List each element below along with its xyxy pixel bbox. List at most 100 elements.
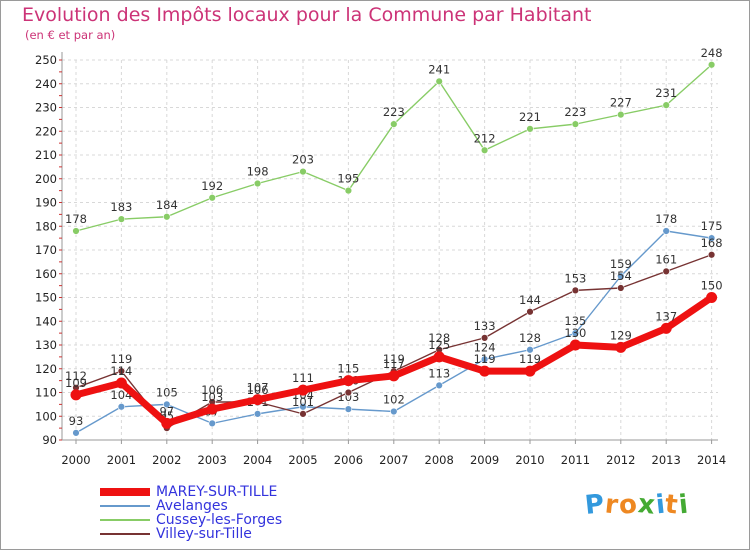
legend-swatch <box>100 533 150 535</box>
x-tick-label: 2011 <box>561 453 590 467</box>
data-label: 101 <box>292 395 314 409</box>
x-tick-label: 2004 <box>243 453 272 467</box>
y-tick-label: 220 <box>35 124 57 138</box>
x-tick-label: 2008 <box>425 453 454 467</box>
data-point <box>707 234 716 242</box>
data-label: 133 <box>474 319 496 333</box>
data-point <box>617 110 625 119</box>
data-point <box>707 251 716 259</box>
data-point <box>344 186 353 195</box>
data-point <box>252 394 264 406</box>
data-label: 168 <box>701 236 723 250</box>
legend-swatch <box>100 488 150 496</box>
data-point <box>480 334 489 342</box>
data-label: 248 <box>701 46 723 60</box>
data-label: 184 <box>156 198 178 212</box>
data-point <box>299 167 307 176</box>
legend-label: MAREY-SUR-TILLE <box>156 484 278 500</box>
data-label: 195 <box>337 172 359 186</box>
data-label: 109 <box>65 376 87 390</box>
y-tick-label: 160 <box>35 267 57 281</box>
data-point <box>206 403 218 415</box>
data-point <box>571 120 580 128</box>
data-point <box>435 77 443 86</box>
data-label: 192 <box>201 179 223 193</box>
data-point <box>571 286 580 295</box>
data-label: 125 <box>428 338 450 352</box>
data-point <box>390 407 398 416</box>
data-point <box>117 367 126 375</box>
y-tick-label: 170 <box>35 243 57 257</box>
data-point <box>571 329 580 337</box>
data-label: 119 <box>383 352 405 366</box>
data-point <box>344 405 353 413</box>
data-point <box>706 292 718 303</box>
data-point <box>662 267 670 276</box>
data-point <box>480 355 489 363</box>
x-tick-label: 2007 <box>379 453 408 467</box>
x-tick-label: 2006 <box>334 453 363 467</box>
x-tick-label: 2009 <box>470 453 499 467</box>
data-point <box>297 384 309 396</box>
series-Cussey-les-Forges: 178 183 184 192 198 203 195 223 241 212 221 223 227 2… <box>65 46 723 235</box>
x-tick-label: 2003 <box>198 453 227 467</box>
data-label: 178 <box>655 212 677 226</box>
data-label: 203 <box>292 153 314 167</box>
data-point <box>115 377 127 389</box>
y-tick-label: 100 <box>35 409 57 423</box>
data-point <box>617 284 625 292</box>
data-point <box>435 381 443 390</box>
data-point <box>344 388 353 397</box>
y-tick-label: 230 <box>35 101 57 115</box>
x-tick-label: 2014 <box>697 453 726 467</box>
data-point <box>163 213 171 221</box>
data-label: 103 <box>337 390 359 404</box>
data-label: 107 <box>247 381 269 395</box>
legend-label: Cussey-les-Forges <box>156 512 283 528</box>
legend-swatch <box>100 519 150 521</box>
y-tick-label: 180 <box>35 219 57 233</box>
data-label: 114 <box>110 364 132 378</box>
chart-subtitle: (en € et par an) <box>25 28 116 42</box>
data-label: 178 <box>65 212 87 226</box>
data-label: 102 <box>383 393 405 407</box>
data-point <box>208 194 216 202</box>
data-point <box>615 341 627 353</box>
x-tick-label: 2000 <box>61 453 90 467</box>
y-tick-label: 120 <box>35 362 57 376</box>
y-tick-label: 150 <box>35 291 57 305</box>
data-label: 93 <box>69 414 84 428</box>
data-label: 130 <box>564 326 586 340</box>
data-label: 106 <box>201 383 223 397</box>
data-label: 117 <box>383 357 405 371</box>
legend-label: Avelanges <box>156 498 228 514</box>
data-label: 119 <box>110 352 132 366</box>
data-label: 150 <box>701 279 723 293</box>
data-label: 105 <box>156 385 178 399</box>
data-label: 231 <box>655 86 677 100</box>
series-MAREY-SUR-TILLE: 109 114 97 103 107 111 115 117 125 119 119 130 129 13… <box>65 279 723 429</box>
data-label: 106 <box>247 383 269 397</box>
x-tick-label: 2012 <box>606 453 635 467</box>
data-label: 137 <box>655 309 677 323</box>
grid <box>62 59 718 441</box>
x-tick-label: 2002 <box>152 453 181 467</box>
data-point <box>72 429 80 437</box>
data-point <box>208 419 216 428</box>
legend-label: Villey-sur-Tille <box>156 526 252 542</box>
data-point <box>299 410 307 418</box>
data-label: 227 <box>610 96 632 110</box>
data-point <box>117 403 126 411</box>
data-point <box>526 308 534 316</box>
data-label: 124 <box>474 340 496 354</box>
data-label: 221 <box>519 110 541 124</box>
y-tick-label: 210 <box>35 148 57 162</box>
data-point <box>253 179 262 188</box>
y-tick-label: 190 <box>35 196 57 210</box>
data-point <box>70 389 82 401</box>
data-point <box>707 61 716 69</box>
x-tick-label: 2010 <box>515 453 544 467</box>
data-label: 153 <box>564 271 586 285</box>
data-point <box>72 227 80 235</box>
